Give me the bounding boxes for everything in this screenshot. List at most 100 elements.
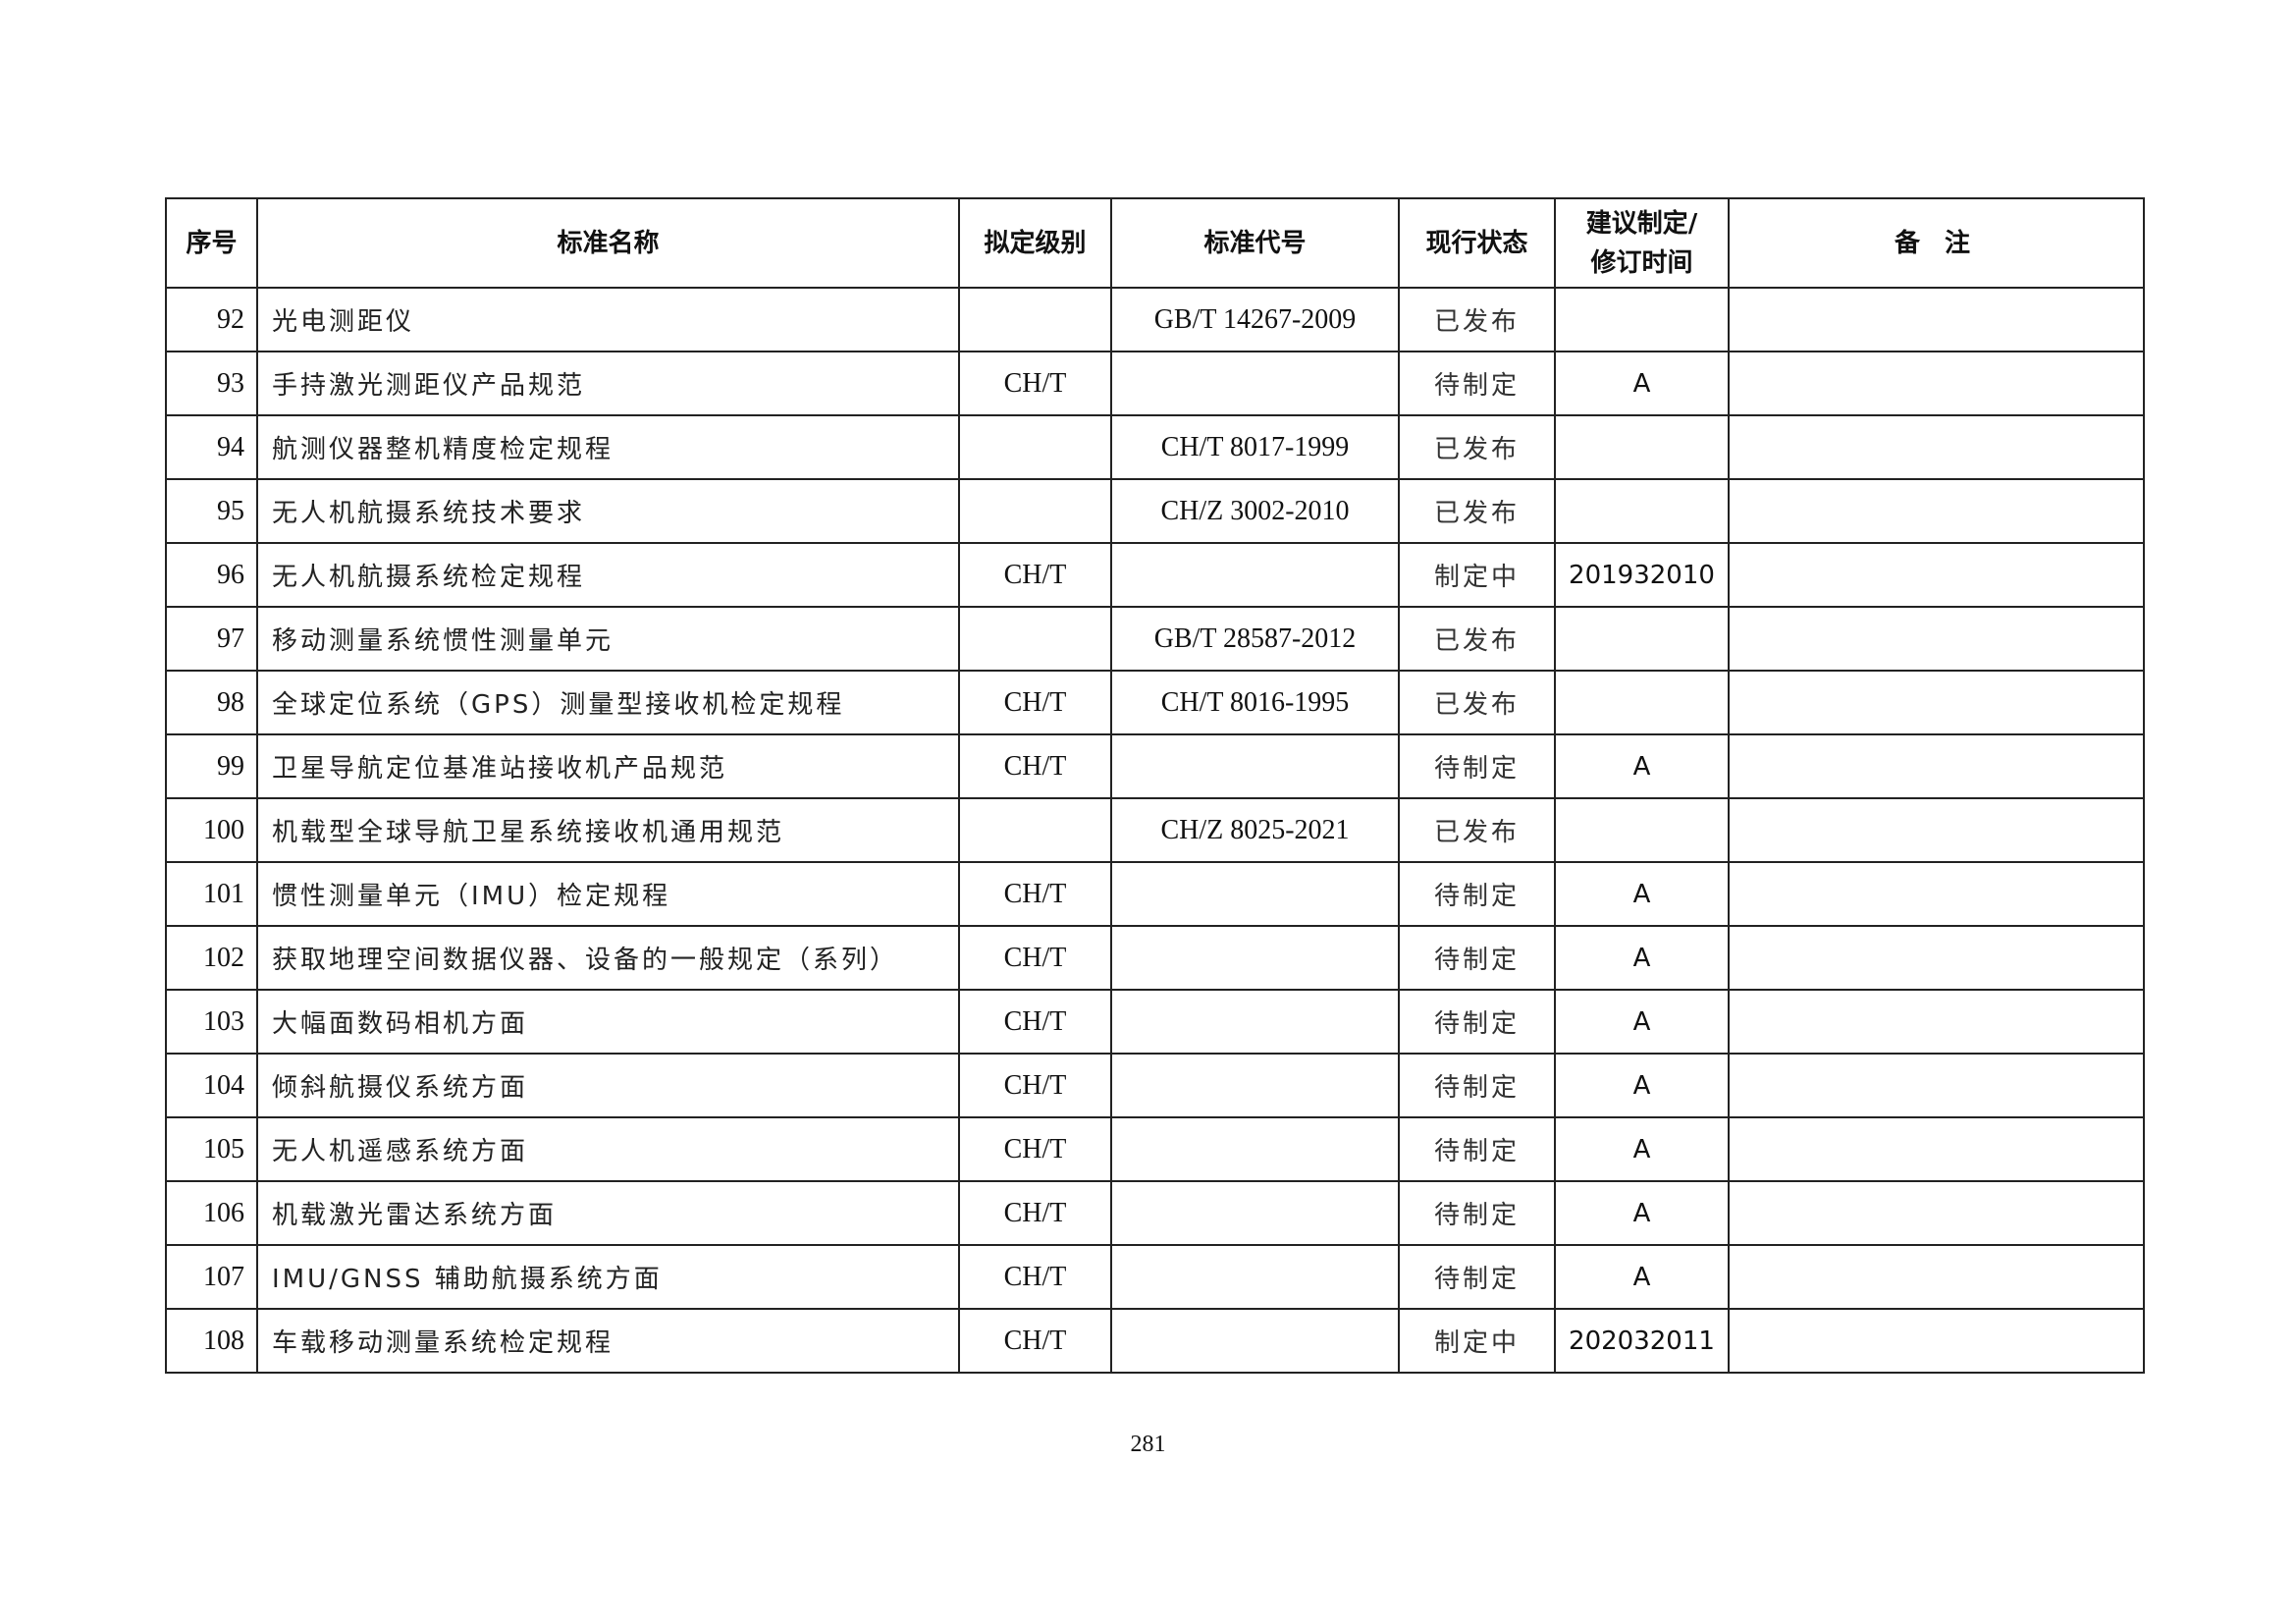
cell-code: GB/T 28587-2012	[1110, 606, 1400, 672]
cell-name: 卫星导航定位基准站接收机产品规范	[256, 733, 960, 799]
cell-code	[1110, 542, 1400, 608]
header-no: 序号	[165, 197, 258, 289]
cell-status: 待制定	[1398, 1116, 1556, 1182]
table-row: 95 无人机航摄系统技术要求 CH/Z 3002-2010 已发布	[165, 478, 2145, 544]
cell-name: 无人机航摄系统技术要求	[256, 478, 960, 544]
cell-no: 92	[165, 287, 258, 352]
cell-code	[1110, 733, 1400, 799]
cell-remark	[1728, 606, 2145, 672]
cell-time: A	[1554, 989, 1730, 1055]
cell-code: CH/T 8017-1999	[1110, 414, 1400, 480]
cell-level: CH/T	[958, 670, 1112, 735]
cell-status: 待制定	[1398, 1180, 1556, 1246]
cell-no: 98	[165, 670, 258, 735]
cell-remark	[1728, 1116, 2145, 1182]
cell-remark	[1728, 542, 2145, 608]
cell-time: A	[1554, 1116, 1730, 1182]
cell-remark	[1728, 733, 2145, 799]
cell-code	[1110, 1116, 1400, 1182]
cell-remark	[1728, 1053, 2145, 1118]
header-status: 现行状态	[1398, 197, 1556, 289]
cell-level: CH/T	[958, 1116, 1112, 1182]
cell-code	[1110, 989, 1400, 1055]
cell-code: CH/Z 8025-2021	[1110, 797, 1400, 863]
header-time-line2: 修订时间	[1590, 247, 1693, 278]
cell-remark	[1728, 925, 2145, 991]
cell-no: 95	[165, 478, 258, 544]
cell-status: 待制定	[1398, 861, 1556, 927]
cell-time: A	[1554, 351, 1730, 416]
cell-remark	[1728, 287, 2145, 352]
cell-name: 机载激光雷达系统方面	[256, 1180, 960, 1246]
cell-name: 惯性测量单元（IMU）检定规程	[256, 861, 960, 927]
cell-level	[958, 414, 1112, 480]
cell-name: 无人机航摄系统检定规程	[256, 542, 960, 608]
cell-remark	[1728, 861, 2145, 927]
table-row: 97 移动测量系统惯性测量单元 GB/T 28587-2012 已发布	[165, 606, 2145, 672]
cell-name: 获取地理空间数据仪器、设备的一般规定（系列）	[256, 925, 960, 991]
cell-status: 已发布	[1398, 670, 1556, 735]
cell-level: CH/T	[958, 1180, 1112, 1246]
cell-name: IMU/GNSS 辅助航摄系统方面	[256, 1244, 960, 1310]
table-row: 99 卫星导航定位基准站接收机产品规范 CH/T 待制定 A	[165, 733, 2145, 799]
cell-time: A	[1554, 1180, 1730, 1246]
cell-status: 待制定	[1398, 733, 1556, 799]
cell-status: 待制定	[1398, 351, 1556, 416]
cell-remark	[1728, 989, 2145, 1055]
cell-status: 已发布	[1398, 414, 1556, 480]
cell-level	[958, 606, 1112, 672]
cell-time	[1554, 797, 1730, 863]
cell-status: 已发布	[1398, 606, 1556, 672]
cell-name: 无人机遥感系统方面	[256, 1116, 960, 1182]
table-row: 98 全球定位系统（GPS）测量型接收机检定规程 CH/T CH/T 8016-199…	[165, 670, 2145, 735]
cell-level: CH/T	[958, 861, 1112, 927]
cell-status: 待制定	[1398, 1053, 1556, 1118]
cell-status: 待制定	[1398, 925, 1556, 991]
cell-remark	[1728, 797, 2145, 863]
cell-no: 96	[165, 542, 258, 608]
table-row: 104 倾斜航摄仪系统方面 CH/T 待制定 A	[165, 1053, 2145, 1118]
cell-code	[1110, 351, 1400, 416]
header-time-line1: 建议制定/	[1585, 208, 1698, 239]
cell-level: CH/T	[958, 925, 1112, 991]
cell-remark	[1728, 478, 2145, 544]
cell-name: 机载型全球导航卫星系统接收机通用规范	[256, 797, 960, 863]
cell-code	[1110, 1244, 1400, 1310]
cell-name: 全球定位系统（GPS）测量型接收机检定规程	[256, 670, 960, 735]
cell-no: 100	[165, 797, 258, 863]
header-name: 标准名称	[256, 197, 960, 289]
cell-name: 大幅面数码相机方面	[256, 989, 960, 1055]
table-row: 102 获取地理空间数据仪器、设备的一般规定（系列） CH/T 待制定 A	[165, 925, 2145, 991]
table-row: 105 无人机遥感系统方面 CH/T 待制定 A	[165, 1116, 2145, 1182]
cell-status: 待制定	[1398, 1244, 1556, 1310]
cell-no: 104	[165, 1053, 258, 1118]
header-code: 标准代号	[1110, 197, 1400, 289]
cell-name: 倾斜航摄仪系统方面	[256, 1053, 960, 1118]
table-header-row: 序号 标准名称 拟定级别 标准代号 现行状态 建议制定/修订时间 备 注	[165, 197, 2145, 289]
cell-level	[958, 287, 1112, 352]
cell-status: 制定中	[1398, 542, 1556, 608]
cell-name: 光电测距仪	[256, 287, 960, 352]
cell-time	[1554, 670, 1730, 735]
standards-table: 序号 标准名称 拟定级别 标准代号 现行状态 建议制定/修订时间 备 注 92 光…	[165, 197, 2145, 1374]
cell-code: CH/Z 3002-2010	[1110, 478, 1400, 544]
cell-remark	[1728, 1308, 2145, 1374]
table-row: 96 无人机航摄系统检定规程 CH/T 制定中 201932010	[165, 542, 2145, 608]
cell-level: CH/T	[958, 542, 1112, 608]
cell-no: 108	[165, 1308, 258, 1374]
cell-time: A	[1554, 1244, 1730, 1310]
cell-code: CH/T 8016-1995	[1110, 670, 1400, 735]
cell-code: GB/T 14267-2009	[1110, 287, 1400, 352]
table-row: 93 手持激光测距仪产品规范 CH/T 待制定 A	[165, 351, 2145, 416]
cell-no: 106	[165, 1180, 258, 1246]
cell-name: 移动测量系统惯性测量单元	[256, 606, 960, 672]
cell-time	[1554, 606, 1730, 672]
cell-level: CH/T	[958, 1053, 1112, 1118]
cell-status: 已发布	[1398, 478, 1556, 544]
header-time: 建议制定/修订时间	[1554, 197, 1730, 289]
cell-level: CH/T	[958, 1308, 1112, 1374]
cell-level: CH/T	[958, 351, 1112, 416]
cell-level: CH/T	[958, 733, 1112, 799]
table-row: 108 车载移动测量系统检定规程 CH/T 制定中 202032011	[165, 1308, 2145, 1374]
cell-name: 手持激光测距仪产品规范	[256, 351, 960, 416]
